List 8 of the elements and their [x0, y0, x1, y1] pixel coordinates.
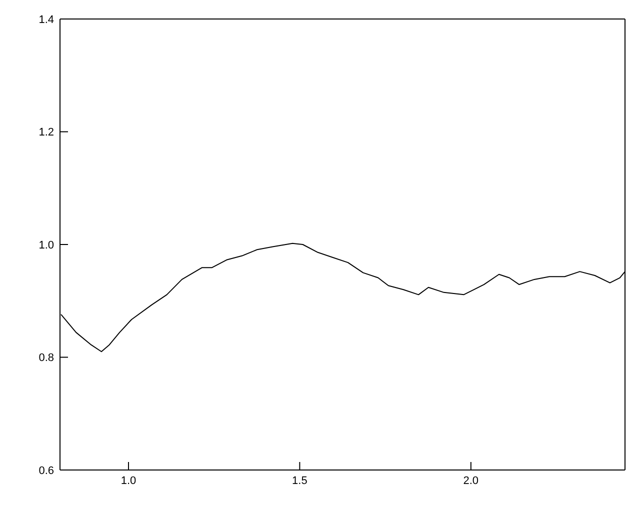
y-tick-label: 1.2: [38, 126, 54, 139]
y-tick-label: 1.4: [38, 14, 54, 26]
y-tick-label: 0.6: [38, 464, 54, 477]
y-tick-label: 1.0: [38, 239, 54, 252]
y-tick-label: 0.8: [38, 352, 54, 364]
x-tick-label: 1.5: [292, 474, 308, 487]
x-tick-label: 2.0: [463, 474, 479, 487]
x-tick-label: 1.0: [120, 474, 136, 487]
